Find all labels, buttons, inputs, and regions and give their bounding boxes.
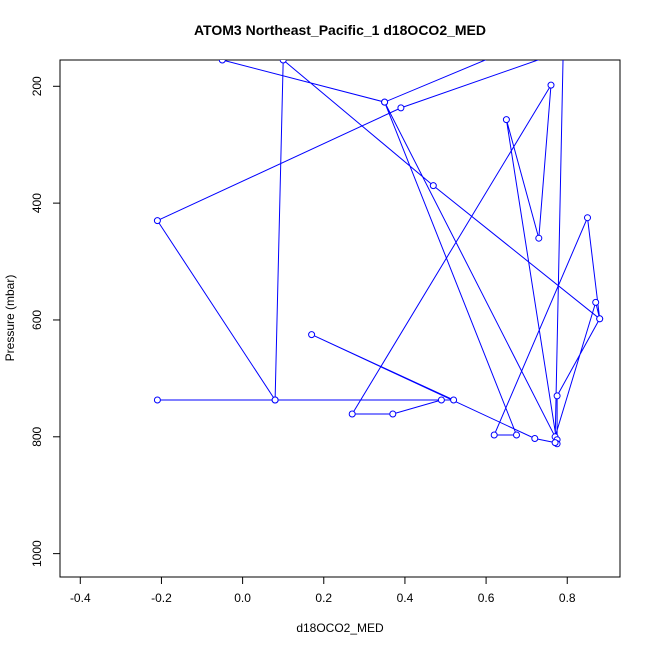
y-tick-label: 600 [30,310,44,330]
x-tick-label: 0.2 [315,591,332,605]
data-point [153,217,161,225]
y-tick-label: 800 [30,426,44,446]
x-tick-label: -0.2 [151,591,172,605]
data-point [279,60,287,64]
x-tick-label: 0.4 [397,591,414,605]
data-point [584,214,591,222]
data-point [397,104,405,112]
x-tick-label: -0.4 [70,591,91,605]
data-point [153,396,161,404]
data-point [592,298,600,306]
y-tick-label: 400 [30,193,44,213]
y-tick-label: 200 [30,76,44,96]
data-point [308,331,316,339]
y-axis-label: Pressure (mbar) [3,275,17,362]
data-point [502,116,510,124]
series-line [156,60,601,444]
y-tick-label: 1000 [30,540,44,567]
x-tick-label: 0.0 [234,591,251,605]
x-axis: -0.4 -0.2 0.0 0.2 0.4 0.6 0.8 [70,576,576,605]
x-tick-label: 0.8 [559,591,576,605]
data-point [551,439,559,447]
data-point [490,431,498,439]
data-point [389,410,397,418]
plot-frame [59,59,621,578]
data-point [547,81,555,89]
plot-area [153,60,604,448]
data-point [553,392,561,400]
data-point [437,396,445,404]
data-point [596,315,604,323]
data-point [531,435,539,442]
x-axis-label: d18OCO2_MED [296,621,384,635]
data-point [513,431,520,439]
chart-title: ATOM3 Northeast_Pacific_1 d18OCO2_MED [194,22,486,38]
x-tick-label: 0.6 [478,591,495,605]
data-point [271,396,279,404]
data-point [348,410,356,418]
data-point [535,234,543,242]
data-point [450,396,458,404]
data-point [429,182,437,190]
data-point [218,60,226,64]
y-axis: 200 400 600 800 1000 [30,76,61,567]
data-point [381,98,389,106]
